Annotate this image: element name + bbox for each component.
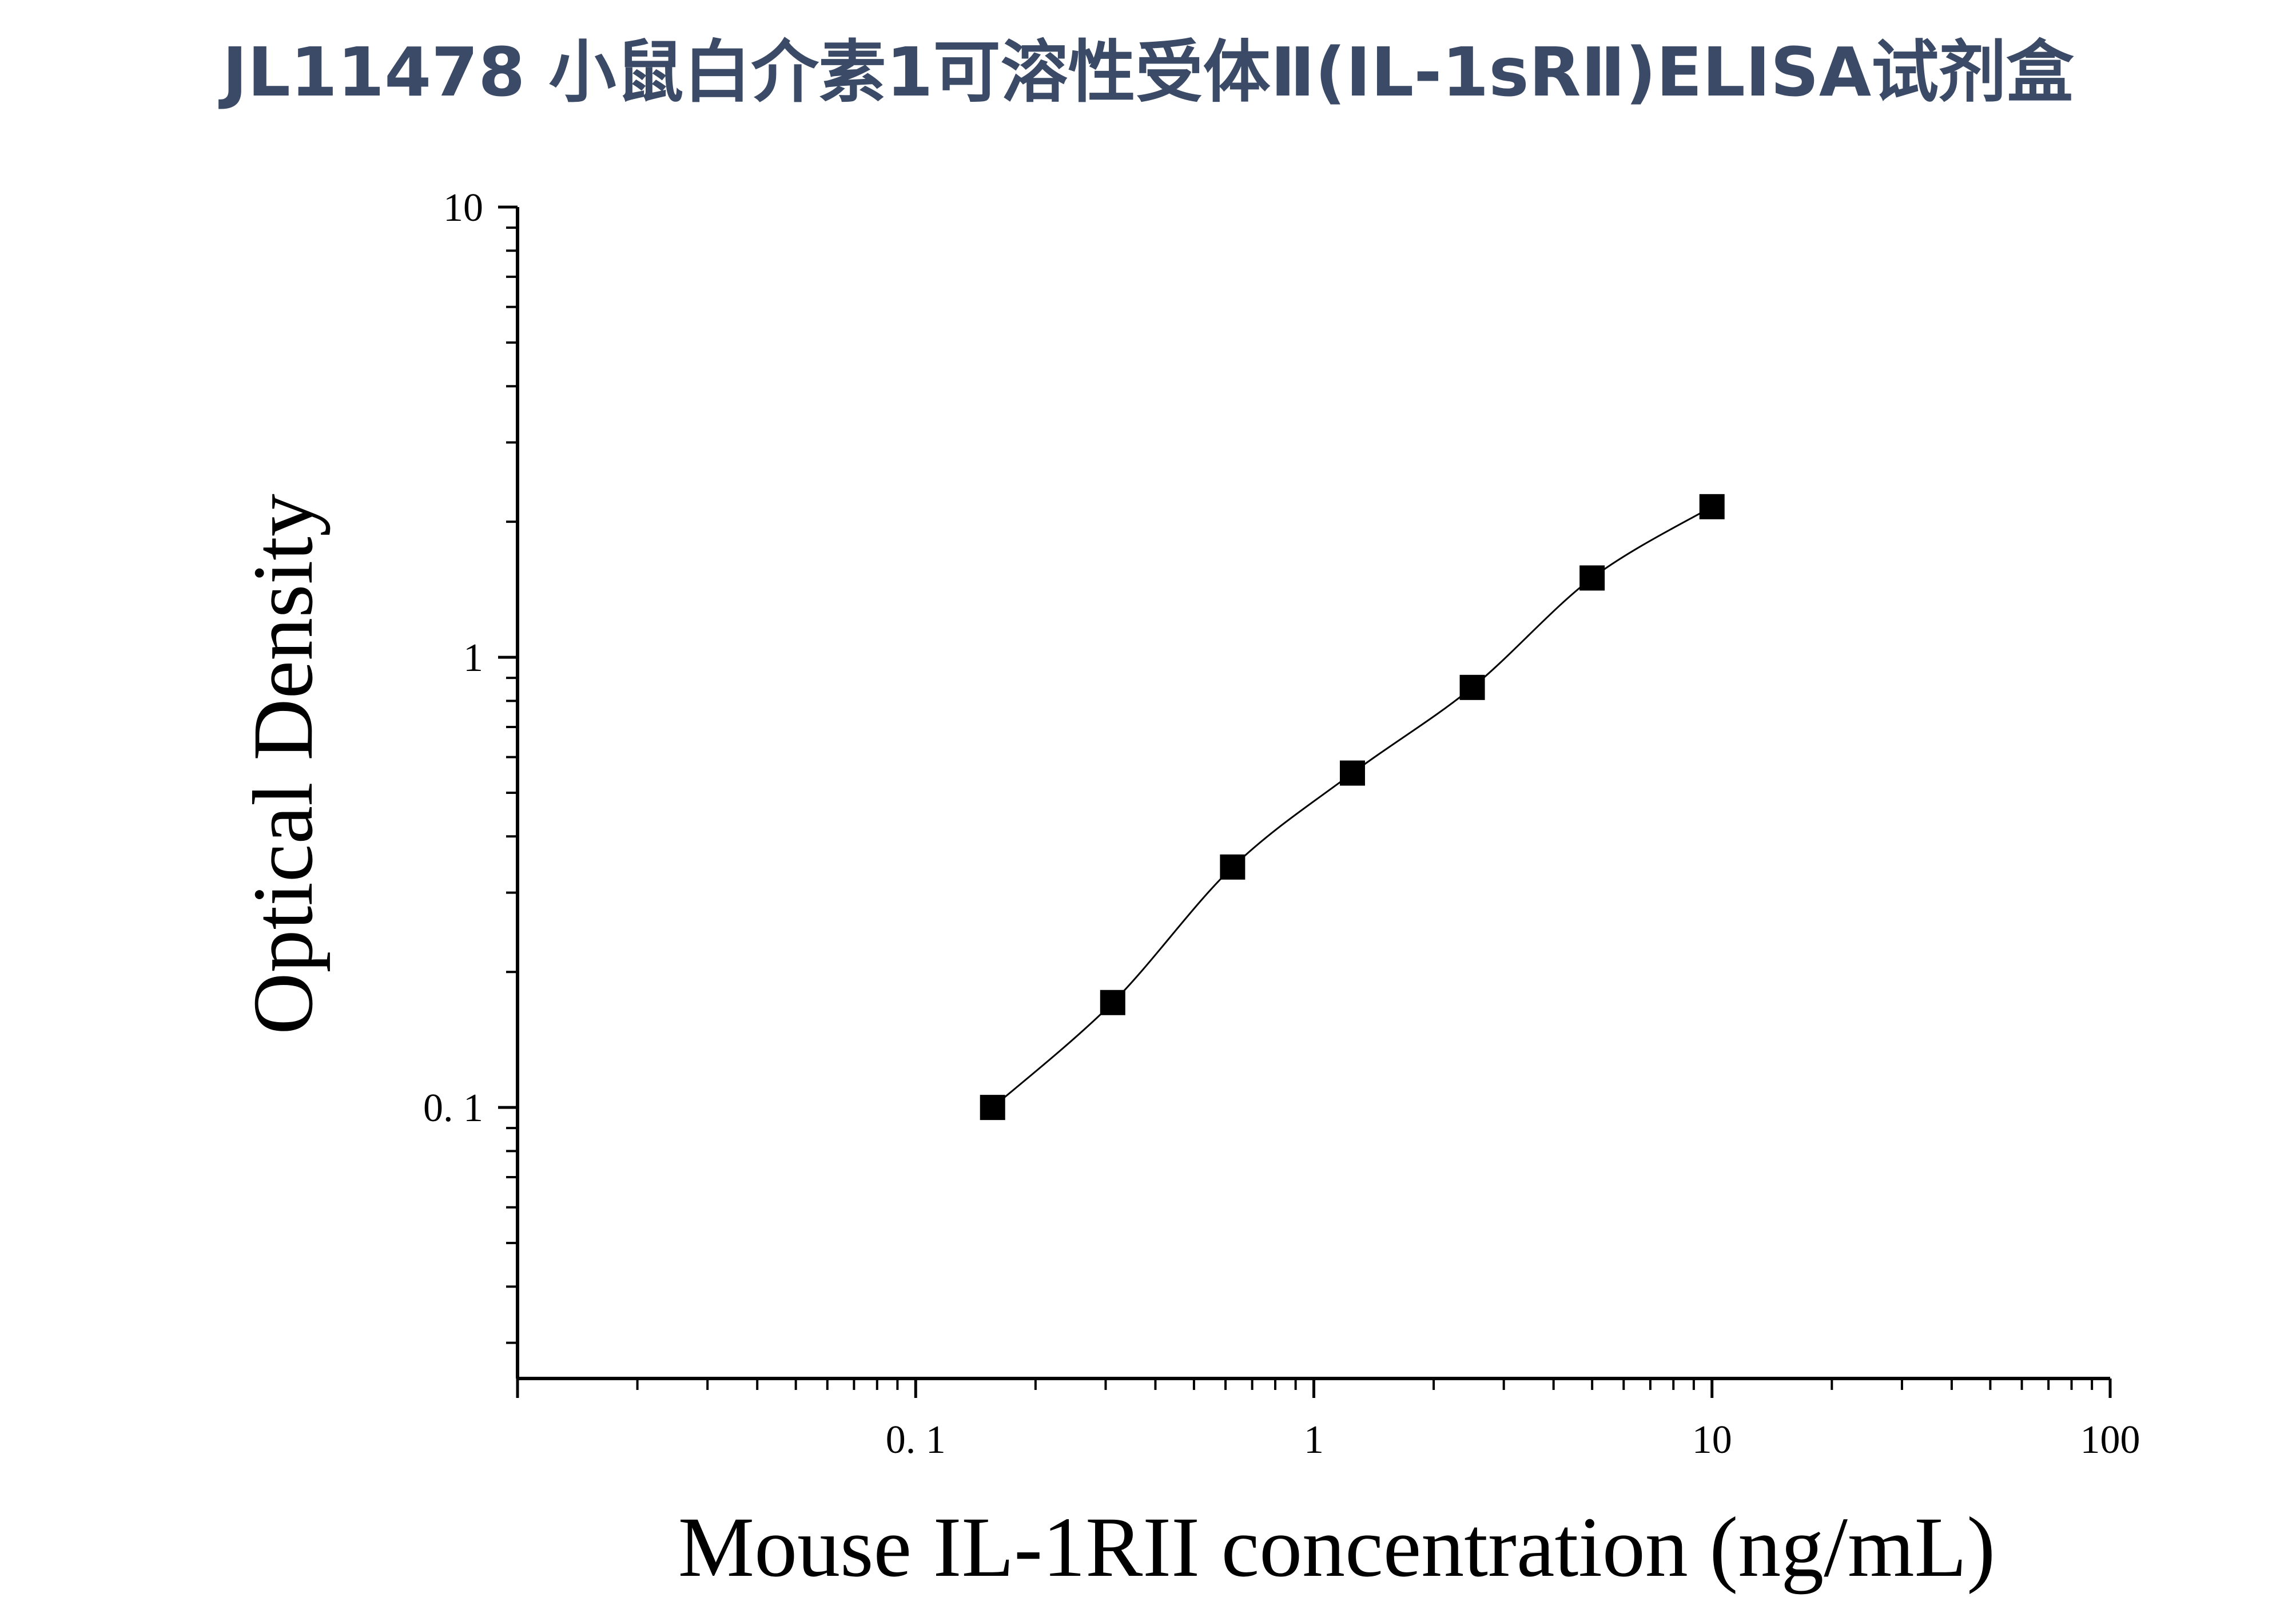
page-title: JL11478 小鼠白介素1可溶性受体Ⅱ(IL-1sRⅡ)ELISA试剂盒 bbox=[222, 33, 2074, 112]
x-tick-label: 0. 1 bbox=[886, 1418, 946, 1462]
x-tick-label: 10 bbox=[1692, 1418, 1732, 1462]
y-axis-label: Optical Density bbox=[236, 494, 331, 1035]
y-tick-label: 1 bbox=[463, 636, 483, 680]
y-tick-label: 0. 1 bbox=[423, 1086, 483, 1130]
fit-curve bbox=[992, 506, 1713, 1109]
data-point bbox=[1220, 854, 1246, 880]
y-tick-label: 10 bbox=[443, 186, 483, 230]
data-point bbox=[980, 1095, 1005, 1121]
x-tick-label: 1 bbox=[1304, 1418, 1324, 1462]
chart-ticks: 0. 1 1 10 100 0. 1 1 10 bbox=[423, 186, 2140, 1462]
x-axis-label: Mouse IL-1RII concentration (ng/mL) bbox=[678, 1500, 1995, 1595]
data-point bbox=[1100, 990, 1125, 1015]
data-point bbox=[1579, 565, 1605, 591]
chart-axes bbox=[516, 207, 2110, 1380]
data-point bbox=[1699, 494, 1725, 519]
data-point bbox=[1339, 760, 1365, 786]
data-point bbox=[1459, 674, 1485, 700]
fit-curve-group bbox=[992, 506, 1713, 1109]
x-tick-label: 100 bbox=[2080, 1418, 2140, 1462]
data-points-group bbox=[980, 494, 1725, 1121]
